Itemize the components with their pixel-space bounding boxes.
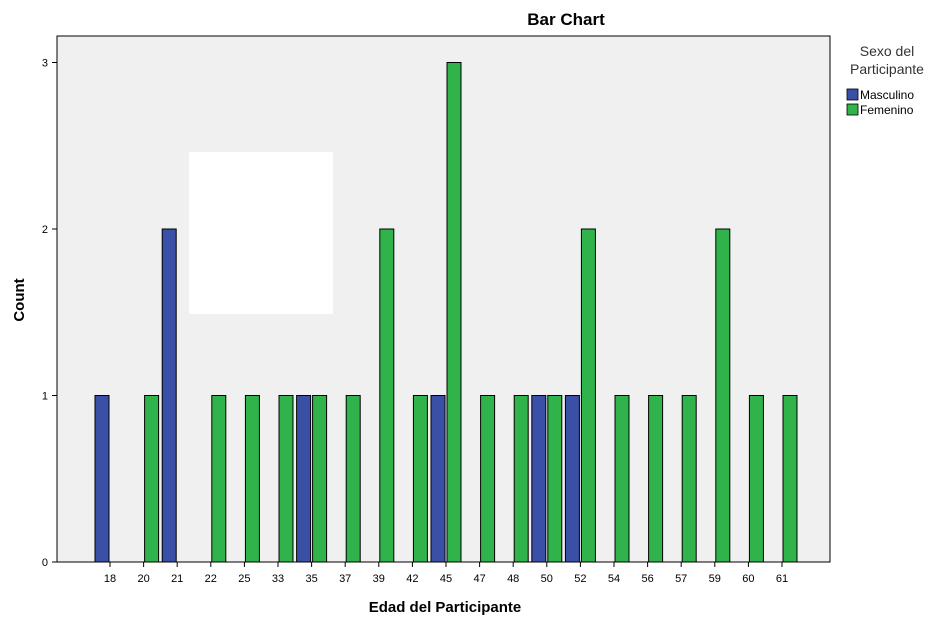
x-tick-label: 52	[574, 573, 586, 585]
bar-femenino-59	[715, 228, 731, 563]
bar-femenino-45	[446, 62, 462, 563]
x-axis: 18 20 21 22 25 33 35 37 39 42 45 47 48 50 52 54 56 57 59 60…	[104, 562, 788, 585]
bar-femenino-25	[244, 395, 260, 563]
bar-femenino-22	[211, 395, 227, 563]
x-tick-label: 33	[272, 573, 284, 585]
x-axis-label: Edad del Participante	[369, 599, 522, 616]
bar-femenino-50	[547, 395, 563, 563]
bar-masculino-35	[296, 395, 312, 563]
legend-swatch-masculino	[846, 88, 859, 101]
x-tick-label: 61	[776, 573, 788, 585]
bar-femenino-33	[278, 395, 294, 563]
x-tick-label: 18	[104, 573, 116, 585]
bars-group	[94, 62, 798, 563]
x-tick-label: 22	[205, 573, 217, 585]
bar-masculino-45	[430, 395, 446, 563]
chart-title: Bar Chart	[527, 10, 605, 29]
x-tick-label: 48	[507, 573, 519, 585]
legend: Sexo del Participante Masculino Femenino	[846, 43, 924, 117]
y-tick-label: 3	[42, 58, 48, 70]
bar-femenino-60	[748, 395, 764, 563]
x-tick-label: 25	[238, 573, 250, 585]
bar-femenino-20	[144, 395, 160, 563]
bar-femenino-54	[614, 395, 630, 563]
x-tick-label: 39	[373, 573, 385, 585]
x-tick-label: 50	[541, 573, 553, 585]
bar-femenino-57	[681, 395, 697, 563]
white-occlusion-patch	[189, 152, 333, 314]
legend-label-masculino: Masculino	[860, 88, 914, 102]
y-axis: 0 1 2 3	[42, 58, 57, 569]
y-tick-label: 1	[42, 391, 48, 403]
bar-femenino-48	[513, 395, 529, 563]
legend-label-femenino: Femenino	[860, 103, 914, 117]
y-axis-label: Count	[11, 278, 28, 321]
bar-masculino-52	[564, 395, 580, 563]
legend-title-line-2: Participante	[850, 61, 924, 77]
x-tick-label: 21	[171, 573, 183, 585]
x-tick-label: 54	[608, 573, 620, 585]
bar-masculino-21	[161, 228, 177, 563]
bar-femenino-42	[412, 395, 428, 563]
x-tick-label: 20	[137, 573, 149, 585]
bar-femenino-35	[312, 395, 328, 563]
y-tick-label: 0	[42, 557, 48, 569]
x-tick-label: 37	[339, 573, 351, 585]
x-tick-label: 47	[473, 573, 485, 585]
x-tick-label: 57	[675, 573, 687, 585]
x-tick-label: 60	[742, 573, 754, 585]
legend-swatch-femenino	[846, 103, 859, 116]
x-tick-label: 45	[440, 573, 452, 585]
bar-femenino-52	[580, 228, 596, 563]
bar-masculino-50	[531, 395, 547, 563]
x-tick-label: 59	[709, 573, 721, 585]
bar-femenino-56	[648, 395, 664, 563]
bar-femenino-37	[345, 395, 361, 563]
bar-femenino-39	[379, 228, 395, 563]
y-tick-label: 2	[42, 224, 48, 236]
x-tick-label: 56	[641, 573, 653, 585]
bar-masculino-18	[94, 395, 110, 563]
x-tick-label: 42	[406, 573, 418, 585]
bar-femenino-61	[782, 395, 798, 563]
x-tick-label: 35	[305, 573, 317, 585]
bar-femenino-47	[480, 395, 496, 563]
legend-title-line-1: Sexo del	[860, 43, 914, 59]
